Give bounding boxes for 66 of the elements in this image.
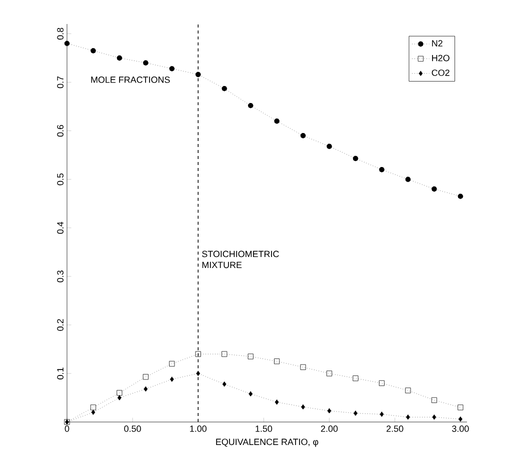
point (195, 72, 201, 78)
y-tick-label: 0.5 (57, 173, 64, 186)
y-tick-label: 0.3 (57, 270, 64, 282)
point (248, 102, 254, 108)
x-tick-label: 2.00 (321, 426, 338, 432)
point (378, 380, 385, 386)
point (274, 399, 279, 405)
point (300, 132, 306, 138)
point (117, 394, 122, 401)
x-axis-title: EQUIVALENCE RATIO, φ (216, 438, 318, 447)
point (144, 386, 148, 392)
y-tick-label: 0.6 (57, 124, 64, 137)
point (326, 144, 332, 150)
point (116, 390, 122, 396)
point (142, 60, 148, 66)
point (90, 404, 96, 410)
point (352, 376, 358, 382)
point (222, 381, 227, 387)
point (274, 118, 280, 124)
y-tick-label: 0.8 (57, 28, 64, 40)
point (458, 416, 463, 422)
point (458, 404, 464, 410)
point (196, 370, 200, 376)
y-axis-title: MOLE FRACTIONS (91, 76, 170, 83)
point (458, 194, 464, 200)
point (169, 66, 175, 72)
point (431, 397, 438, 403)
point (169, 360, 175, 367)
point (378, 166, 385, 172)
point (352, 156, 358, 162)
point (431, 186, 438, 192)
point (405, 176, 411, 182)
point (432, 414, 436, 420)
point (91, 410, 96, 416)
legend-label: H2O (432, 54, 450, 62)
point (142, 374, 148, 380)
ref-line-label: STOICHIOMETRIC MIXTURE (202, 250, 279, 268)
x-tick-label: 1.00 (190, 426, 207, 432)
point (90, 48, 96, 54)
y-tick-label: 0.4 (57, 222, 64, 234)
y-tick-label: 0.2 (57, 319, 64, 331)
point (353, 410, 358, 416)
point (274, 358, 280, 364)
x-tick-label: 0.50 (124, 426, 141, 432)
point (248, 391, 253, 397)
x-tick-label: 3.00 (452, 426, 469, 432)
point (327, 408, 332, 414)
point (64, 40, 70, 46)
point (116, 55, 122, 61)
point (248, 354, 254, 360)
point (405, 388, 411, 394)
point (222, 86, 228, 92)
point (326, 370, 332, 376)
y-tick-label: 0.1 (57, 368, 64, 380)
point (170, 376, 174, 382)
y-tick-label: 0.7 (57, 76, 64, 88)
legend-label: CO2 (432, 70, 450, 76)
point (406, 414, 410, 420)
legend-label: N2 (432, 40, 442, 46)
point (222, 351, 228, 357)
x-tick-label: 0 (64, 426, 70, 432)
x-tick-label: 1.50 (256, 426, 272, 432)
x-tick-label: 2.50 (386, 426, 404, 432)
point (300, 404, 306, 410)
point (300, 364, 306, 370)
point (195, 351, 201, 357)
